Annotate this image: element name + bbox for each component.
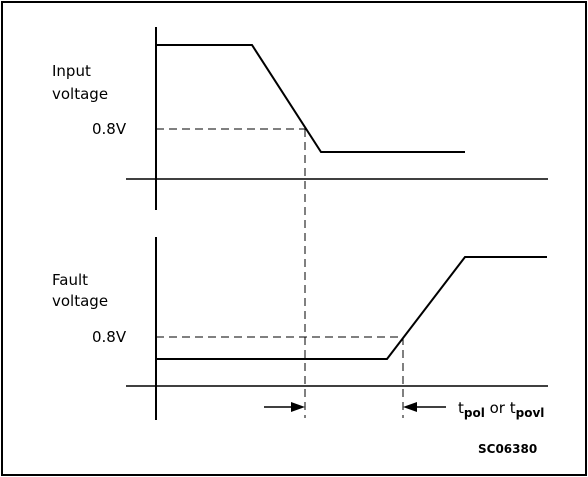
input-voltage-waveform — [156, 44, 465, 153]
input-label-line1: Input — [52, 62, 91, 80]
timing-t2: t — [510, 399, 516, 417]
timing-t1: t — [458, 399, 464, 417]
timing-label: tpol or tpovl — [458, 399, 544, 420]
timing-arrow-left-head — [291, 402, 305, 412]
timing-t1-sub: pol — [464, 406, 485, 420]
fault-label-line1: Fault — [52, 271, 88, 289]
fault-threshold-label: 0.8V — [92, 328, 127, 346]
timing-t2-sub: povl — [516, 406, 545, 420]
fault-voltage-waveform — [156, 256, 547, 360]
timing-arrow-right-head — [403, 402, 417, 412]
fault-label-line2: voltage — [52, 292, 108, 310]
input-label-line2: voltage — [52, 85, 108, 103]
input-threshold-label: 0.8V — [92, 120, 127, 138]
timing-or: or — [485, 399, 510, 417]
figure-code: SC06380 — [478, 442, 537, 456]
